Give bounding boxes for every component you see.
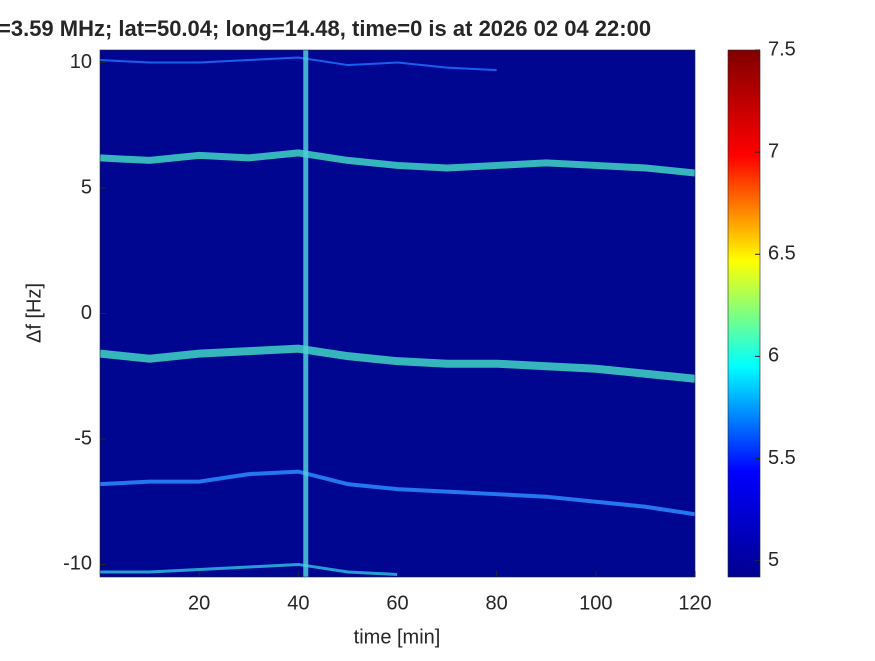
colorbar-tick-label: 7 xyxy=(768,140,779,162)
trace xyxy=(100,56,497,72)
colorbar-tick-label: 6.5 xyxy=(768,243,796,265)
y-axis-label: Δf [Hz] xyxy=(23,283,45,343)
colorbar-tick-label: 5 xyxy=(768,549,779,571)
x-tick-label: 120 xyxy=(678,592,711,614)
x-axis-label: time [min] xyxy=(354,626,441,648)
y-tick-label: -10 xyxy=(63,553,92,575)
x-tick-label: 40 xyxy=(287,592,309,614)
plot-background xyxy=(100,50,695,577)
y-tick-label: -5 xyxy=(74,427,92,449)
y-tick-label: 5 xyxy=(81,176,92,198)
chart-title: =3.59 MHz; lat=50.04; long=14.48, time=0… xyxy=(0,16,651,41)
colorbar-tick-label: 7.5 xyxy=(768,38,796,60)
colorbar-tick-label: 6 xyxy=(768,345,779,367)
trace xyxy=(100,149,695,177)
colorbar-tick-label: 5.5 xyxy=(768,447,796,469)
trace xyxy=(100,469,695,517)
trace xyxy=(100,344,695,383)
x-tick-label: 60 xyxy=(386,592,408,614)
colorbar xyxy=(727,49,761,578)
y-tick-label: 0 xyxy=(81,302,92,324)
y-tick-label: 10 xyxy=(70,51,92,73)
x-tick-label: 80 xyxy=(486,592,508,614)
x-tick-label: 100 xyxy=(579,592,612,614)
trace xyxy=(100,562,398,576)
traces xyxy=(100,50,695,577)
x-tick-label: 20 xyxy=(188,592,210,614)
